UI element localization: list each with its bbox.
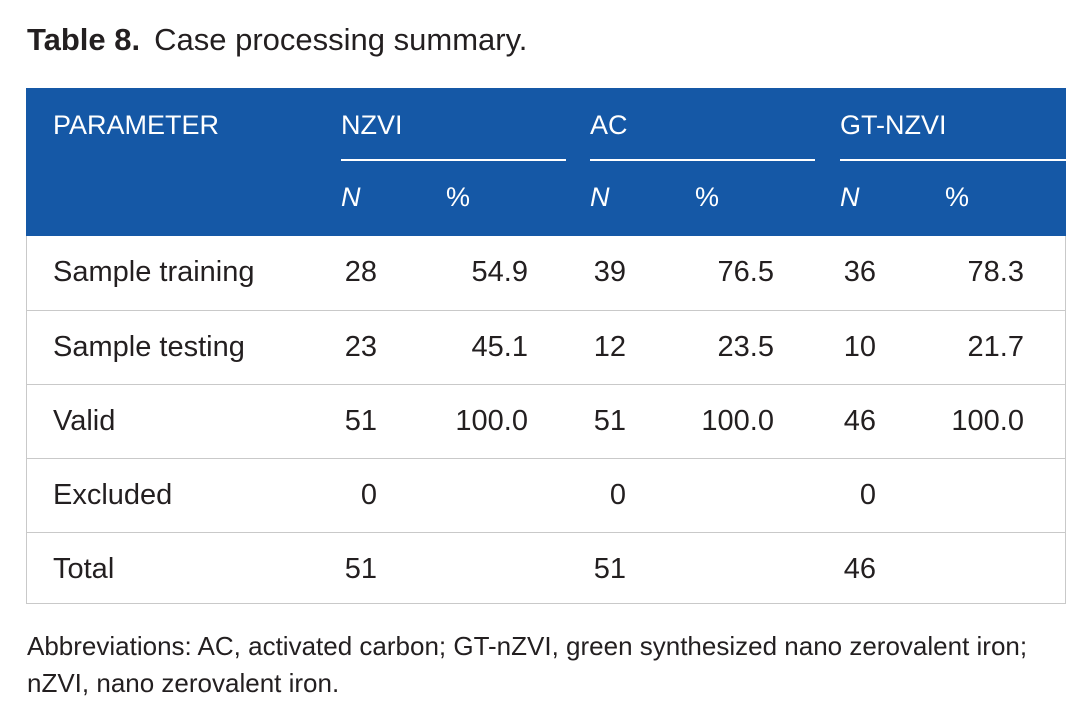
cell-percent: 45.1	[471, 331, 528, 363]
cell-n: 46	[843, 553, 876, 585]
subheader-percent: %	[446, 182, 471, 212]
header-rule-nzvi	[341, 159, 566, 161]
cell-n: 36	[843, 256, 876, 288]
row-label: Sample testing	[53, 331, 245, 363]
header-group-ac: AC	[590, 110, 628, 140]
cell-percent: 23.5	[717, 331, 774, 363]
row-label: Sample training	[53, 256, 255, 288]
cell-n: 0	[859, 479, 876, 511]
cell-percent: 54.9	[471, 256, 528, 288]
case-processing-table: PARAMETER NZVI AC GT-NZVI N % N % N % Sa…	[26, 88, 1066, 604]
table-row-sample-training: Sample training 28 54.9 39 76.5 36 78.3	[26, 236, 1066, 310]
table-header: PARAMETER NZVI AC GT-NZVI N % N % N %	[26, 88, 1066, 236]
subheader-n: N	[341, 182, 361, 212]
row-label: Total	[53, 553, 115, 585]
table-row-excluded: Excluded 0 0 0	[26, 458, 1066, 532]
cell-n: 51	[593, 405, 626, 437]
cell-n: 10	[843, 331, 876, 363]
header-rule-gt-nzvi	[840, 159, 1066, 161]
cell-n: 51	[344, 553, 377, 585]
table-footnote: Abbreviations: AC, activated carbon; GT-…	[27, 631, 1028, 698]
table-row-valid: Valid 51 100.0 51 100.0 46 100.0	[26, 384, 1066, 458]
cell-percent: 76.5	[717, 256, 774, 288]
cell-percent: 78.3	[967, 256, 1024, 288]
cell-percent: 21.7	[967, 331, 1024, 363]
subheader-n: N	[840, 182, 860, 212]
subheader-percent: %	[945, 182, 970, 212]
header-group-nzvi: NZVI	[341, 110, 403, 140]
cell-n: 23	[344, 331, 377, 363]
header-parameter: PARAMETER	[53, 110, 220, 140]
cell-percent: 100.0	[701, 405, 774, 437]
cell-n: 28	[344, 256, 377, 288]
cell-percent: 100.0	[951, 405, 1024, 437]
cell-n: 0	[360, 479, 377, 511]
table-number: Table 8.	[27, 22, 141, 57]
table-title: Case processing summary.	[154, 22, 528, 57]
cell-n: 51	[344, 405, 377, 437]
header-rule-ac	[590, 159, 815, 161]
subheader-percent: %	[695, 182, 720, 212]
row-label: Excluded	[53, 479, 173, 511]
cell-n: 12	[593, 331, 626, 363]
table-row-total: Total 51 51 46	[26, 532, 1066, 606]
table-row-sample-testing: Sample testing 23 45.1 12 23.5 10 21.7	[26, 310, 1066, 384]
cell-n: 39	[593, 256, 626, 288]
table-caption: Table 8. Case processing summary.	[27, 18, 527, 62]
cell-n: 51	[593, 553, 626, 585]
row-label: Valid	[53, 405, 116, 437]
cell-n: 46	[843, 405, 876, 437]
cell-n: 0	[609, 479, 626, 511]
subheader-n: N	[590, 182, 610, 212]
header-group-gt-nzvi: GT-NZVI	[840, 110, 947, 140]
cell-percent: 100.0	[455, 405, 528, 437]
